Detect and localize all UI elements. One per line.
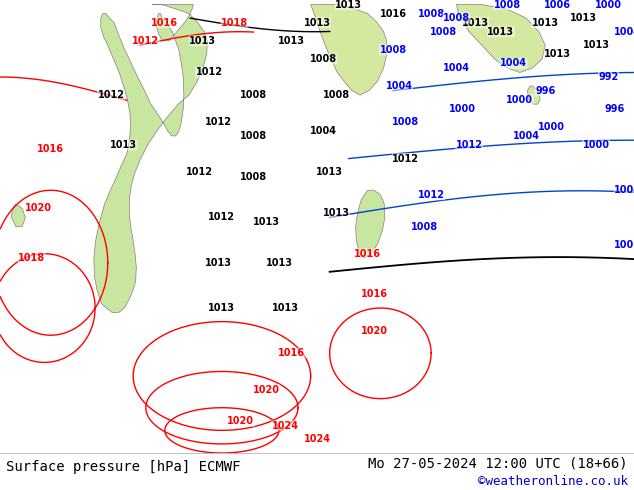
Text: 1013: 1013 bbox=[205, 258, 232, 268]
Text: Surface pressure [hPa] ECMWF: Surface pressure [hPa] ECMWF bbox=[6, 460, 241, 474]
Text: 1016: 1016 bbox=[278, 348, 305, 358]
Text: ©weatheronline.co.uk: ©weatheronline.co.uk bbox=[477, 475, 628, 489]
Text: 1004: 1004 bbox=[614, 27, 634, 37]
Text: 1018: 1018 bbox=[221, 18, 248, 27]
Text: 1013: 1013 bbox=[266, 258, 292, 268]
Text: 1008: 1008 bbox=[418, 9, 444, 19]
Text: 1016: 1016 bbox=[37, 145, 64, 154]
Text: 1012: 1012 bbox=[418, 190, 444, 200]
Polygon shape bbox=[456, 4, 545, 73]
Text: 1016: 1016 bbox=[354, 249, 381, 259]
Text: 1004: 1004 bbox=[513, 131, 540, 141]
Text: 1013: 1013 bbox=[304, 18, 330, 27]
Polygon shape bbox=[94, 4, 207, 313]
Text: 1008: 1008 bbox=[411, 221, 438, 231]
Text: 1013: 1013 bbox=[570, 13, 597, 23]
Text: 1000: 1000 bbox=[507, 95, 533, 105]
Text: 1012: 1012 bbox=[209, 213, 235, 222]
Text: 1020: 1020 bbox=[228, 416, 254, 426]
Text: 1013: 1013 bbox=[316, 167, 343, 177]
Text: 1004: 1004 bbox=[310, 126, 337, 136]
Text: 1008: 1008 bbox=[392, 117, 419, 127]
Text: 1013: 1013 bbox=[278, 36, 305, 46]
Polygon shape bbox=[311, 4, 387, 95]
Text: 1024: 1024 bbox=[272, 421, 299, 431]
Text: 1008: 1008 bbox=[323, 90, 349, 100]
Text: 1020: 1020 bbox=[253, 385, 280, 394]
Text: 1000: 1000 bbox=[583, 140, 609, 150]
Polygon shape bbox=[356, 190, 385, 258]
Text: 1012: 1012 bbox=[205, 117, 232, 127]
Text: 1008: 1008 bbox=[240, 131, 267, 141]
Text: 1013: 1013 bbox=[190, 36, 216, 46]
Text: 1013: 1013 bbox=[110, 140, 137, 150]
Text: 1013: 1013 bbox=[272, 303, 299, 313]
Text: 1008: 1008 bbox=[430, 27, 457, 37]
Text: 1013: 1013 bbox=[462, 18, 489, 27]
Text: 1000: 1000 bbox=[595, 0, 622, 9]
Text: 1008: 1008 bbox=[494, 0, 521, 9]
Text: 1006: 1006 bbox=[545, 0, 571, 9]
Text: 1020: 1020 bbox=[25, 203, 51, 213]
Text: 1013: 1013 bbox=[532, 18, 559, 27]
Text: 1004: 1004 bbox=[500, 58, 527, 69]
Text: 1013: 1013 bbox=[209, 303, 235, 313]
Polygon shape bbox=[527, 86, 540, 104]
Text: 1013: 1013 bbox=[545, 49, 571, 59]
Text: 996: 996 bbox=[605, 104, 625, 114]
Text: 1024: 1024 bbox=[304, 435, 330, 444]
Text: 996: 996 bbox=[535, 86, 555, 96]
Text: 1004: 1004 bbox=[386, 81, 413, 91]
Polygon shape bbox=[11, 204, 25, 226]
Text: 1000: 1000 bbox=[450, 104, 476, 114]
Text: 992: 992 bbox=[598, 72, 619, 82]
Text: 1008: 1008 bbox=[614, 240, 634, 249]
Text: 1012: 1012 bbox=[392, 153, 419, 164]
Text: 1013: 1013 bbox=[253, 217, 280, 227]
Text: 1020: 1020 bbox=[361, 326, 387, 336]
Text: 1012: 1012 bbox=[133, 36, 159, 46]
Text: 1008: 1008 bbox=[240, 90, 267, 100]
Text: 1012: 1012 bbox=[456, 140, 482, 150]
Text: 1012: 1012 bbox=[186, 167, 213, 177]
Text: 1012: 1012 bbox=[98, 90, 124, 100]
Text: 1008: 1008 bbox=[240, 172, 267, 182]
Text: 1016: 1016 bbox=[361, 290, 387, 299]
Text: 1008: 1008 bbox=[310, 54, 337, 64]
Text: 1018: 1018 bbox=[18, 253, 45, 263]
Text: 1004: 1004 bbox=[614, 185, 634, 195]
Text: 1013: 1013 bbox=[323, 208, 349, 218]
Text: Mo 27-05-2024 12:00 UTC (18+66): Mo 27-05-2024 12:00 UTC (18+66) bbox=[368, 456, 628, 470]
Text: 1013: 1013 bbox=[335, 0, 362, 9]
Text: 1016: 1016 bbox=[380, 9, 406, 19]
Text: 1013: 1013 bbox=[583, 40, 609, 50]
Text: 1008: 1008 bbox=[443, 13, 470, 23]
Text: 1008: 1008 bbox=[380, 45, 406, 55]
Text: 1012: 1012 bbox=[196, 68, 223, 77]
Text: 1016: 1016 bbox=[152, 18, 178, 27]
Text: 1004: 1004 bbox=[443, 63, 470, 73]
Text: 1000: 1000 bbox=[538, 122, 565, 132]
Text: 1013: 1013 bbox=[488, 27, 514, 37]
